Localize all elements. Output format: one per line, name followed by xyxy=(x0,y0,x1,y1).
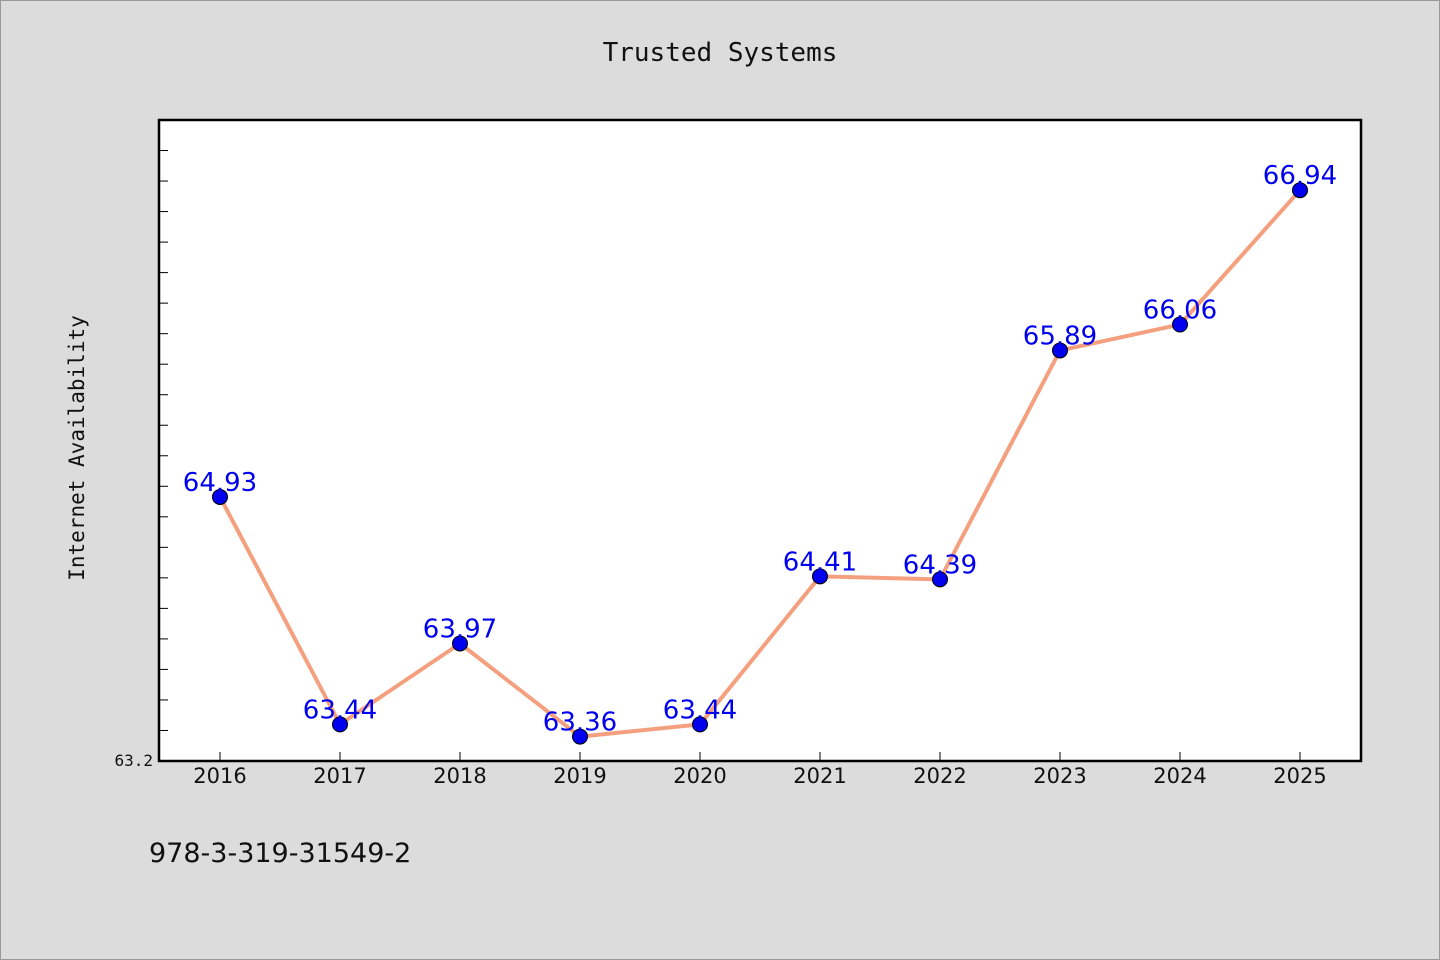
data-point xyxy=(212,488,228,505)
series-line xyxy=(218,188,1302,739)
x-tick-label: 2022 xyxy=(913,764,966,788)
data-point xyxy=(812,568,828,585)
data-label: 63.36 xyxy=(543,708,617,738)
data-point xyxy=(452,635,468,652)
x-tick-label: 2024 xyxy=(1153,764,1206,788)
data-label: 66.94 xyxy=(1263,161,1337,191)
series: 64.93 63.44 63.97 63.36 63.44 64.41 64.39 65.89… xyxy=(183,161,1337,745)
x-tick-label: 2021 xyxy=(793,764,846,788)
data-label: 63.44 xyxy=(303,695,377,725)
data-label: 65.89 xyxy=(1023,321,1097,351)
chart-title: Trusted Systems xyxy=(603,38,838,68)
data-label: 66.06 xyxy=(1143,296,1217,326)
data-label: 63.97 xyxy=(423,614,497,644)
data-label: 64.41 xyxy=(783,547,857,577)
x-ticks: 2016 2017 2018 2019 2020 2021 2022 2023 2024 2025 xyxy=(193,752,1327,788)
x-tick-label: 2017 xyxy=(313,764,366,788)
x-tick-label: 2019 xyxy=(553,764,606,788)
data-point xyxy=(1172,316,1188,333)
data-point xyxy=(692,716,708,733)
data-point xyxy=(1292,182,1308,199)
plot-area xyxy=(157,118,1363,763)
x-tick-label: 2016 xyxy=(193,764,246,788)
footnote: 978-3-319-31549-2 xyxy=(149,838,411,869)
x-tick-label: 2020 xyxy=(673,764,726,788)
data-label: 64.93 xyxy=(183,468,257,498)
y-tick-label: 63.2 xyxy=(114,751,153,770)
x-tick-label: 2018 xyxy=(433,764,486,788)
x-tick-label: 2025 xyxy=(1273,764,1326,788)
data-point xyxy=(332,716,348,733)
data-point xyxy=(1052,342,1068,359)
data-point xyxy=(932,571,948,588)
x-tick-label: 2023 xyxy=(1033,764,1086,788)
data-label: 64.39 xyxy=(903,550,977,580)
y-ticks: 63.2 xyxy=(114,119,168,770)
data-label: 63.44 xyxy=(663,695,737,725)
y-axis-label: Internet Availability xyxy=(65,315,89,581)
data-point xyxy=(572,728,588,745)
